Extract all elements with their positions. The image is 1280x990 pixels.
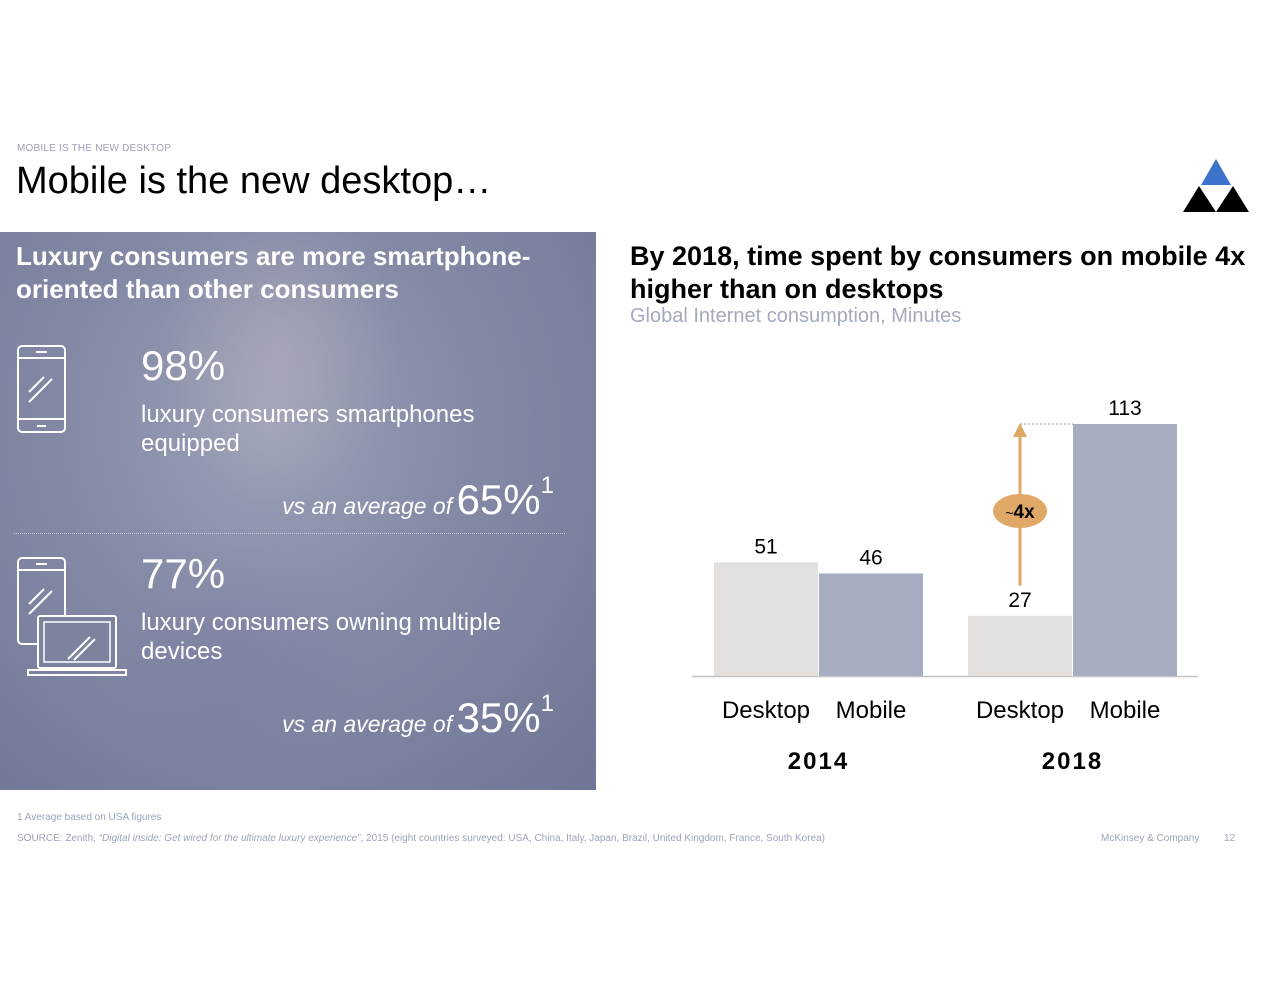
- tracker-label: MOBILE IS THE NEW DESKTOP: [17, 143, 172, 154]
- multiple-devices-icon: [17, 557, 127, 676]
- data-label: 113: [1108, 397, 1141, 420]
- chart-subtitle: Global Internet consumption, Minutes: [630, 305, 962, 327]
- stat-description-multiple-devices: luxury consumers owning multiple devices: [141, 609, 502, 665]
- stat-description-smartphones: luxury consumers smartphones equipped: [141, 401, 475, 457]
- stat-value-smartphones: 98%: [141, 342, 226, 389]
- bar-mobile-2014: [819, 573, 923, 676]
- stat-compare-smartphones: vs an average of 65%1: [282, 472, 554, 524]
- chart-title: By 2018, time spent by consumers on mobi…: [630, 241, 1246, 304]
- left-panel-heading: Luxury consumers are more smartphone-ori…: [16, 241, 531, 304]
- source-title: “Digital inside: Get wired for the ultim…: [98, 833, 361, 844]
- x-tick-label: Desktop: [976, 697, 1064, 724]
- x-tick-label: Mobile: [836, 697, 907, 724]
- company-name: McKinsey & Company: [1101, 833, 1200, 844]
- annotation-badge: [993, 494, 1047, 528]
- compare-value: 65%: [456, 476, 541, 523]
- source-prefix: SOURCE: Zenith,: [17, 833, 99, 844]
- left-panel: Luxury consumers are more smartphone-ori…: [0, 232, 596, 790]
- x-tick-label: Desktop: [722, 697, 810, 724]
- smartphone-icon: [17, 345, 66, 433]
- compare-footnote-marker: 1: [540, 690, 554, 717]
- bars-layer: [692, 424, 1198, 678]
- stat-value-multiple-devices: 77%: [141, 550, 226, 597]
- bar-desktop-2018: [968, 615, 1072, 676]
- compare-label: vs an average of: [282, 711, 453, 737]
- stat-compare-multiple-devices: vs an average of 35%1: [282, 690, 554, 742]
- page-title: Mobile is the new desktop…: [16, 160, 492, 202]
- annotation-label: ~4x: [1005, 502, 1035, 523]
- x-tick-label: Mobile: [1090, 697, 1161, 724]
- data-label: 27: [1008, 589, 1031, 612]
- group-label: 2014: [788, 748, 849, 775]
- source-note: SOURCE: Zenith, “Digital inside: Get wir…: [17, 833, 825, 844]
- compare-value: 35%: [456, 694, 541, 741]
- bar-mobile-2018: [1073, 424, 1177, 676]
- data-label: 46: [859, 546, 882, 569]
- compare-label: vs an average of: [282, 493, 453, 519]
- triangle-logo-icon: [1183, 159, 1249, 212]
- page-number: 12: [1224, 833, 1236, 844]
- data-label: 51: [754, 535, 777, 558]
- compare-footnote-marker: 1: [540, 472, 554, 499]
- group-label: 2018: [1042, 748, 1103, 775]
- source-suffix: , 2015 (eight countries surveyed: USA, C…: [360, 833, 825, 844]
- footnote: 1 Average based on USA figures: [17, 812, 162, 823]
- bar-desktop-2014: [714, 562, 818, 676]
- stat-divider: [14, 533, 565, 534]
- bar-chart: 51 Desktop 46 Mobile 2014 27 Desktop 113 Mobile 2…: [692, 397, 1198, 775]
- labels-layer: 51 Desktop 46 Mobile 2014 27 Desktop 113 Mobile 2…: [722, 397, 1160, 775]
- annotation-arrowhead: [1013, 423, 1027, 437]
